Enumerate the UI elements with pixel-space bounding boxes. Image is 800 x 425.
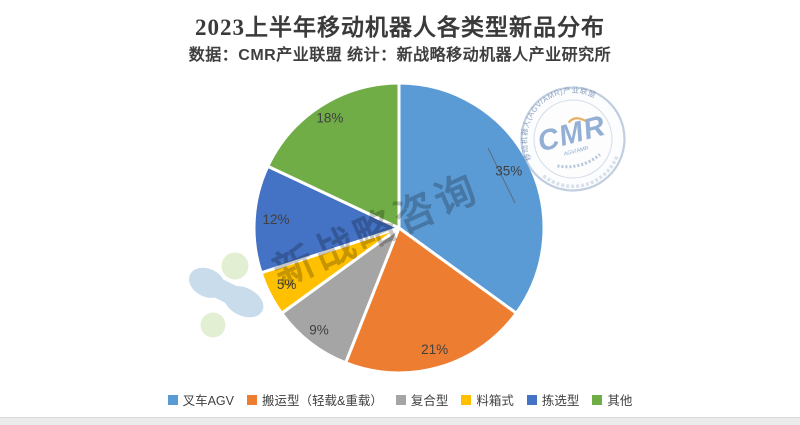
- blob-logo: [188, 252, 264, 338]
- legend-label-3: 复合型: [410, 394, 449, 408]
- legend-label-5: 拣选型: [541, 394, 580, 408]
- slice-label-6: 18%: [316, 111, 343, 126]
- slice-label-5: 12%: [262, 212, 289, 227]
- pie-slice-5: [252, 164, 401, 275]
- badge-orange-swoosh: [567, 117, 587, 124]
- legend-item-6: 其他: [592, 390, 632, 409]
- legend-swatch-1: [167, 394, 178, 405]
- legend-item-1: 叉车AGV: [167, 390, 234, 409]
- leader-line-35-percent: [487, 147, 516, 204]
- legend-item-2: 搬运型（轻载&重载）: [247, 390, 383, 409]
- legend-label-6: 其他: [607, 394, 633, 408]
- pie-slice-1: [397, 81, 546, 315]
- pie-slice-2: [344, 226, 518, 375]
- legend-swatch-2: [247, 394, 257, 405]
- legend-item-4: 料箱式: [461, 390, 514, 409]
- cmr-badge-watermark: 移动机器人(AGV/AMR)产业联盟 CMR AGV/AMR: [518, 84, 626, 192]
- blob-green-circle-bottom: [200, 312, 226, 338]
- chart-title: 2023上半年移动机器人各类型新品分布: [195, 15, 605, 40]
- legend-label-2: 搬运型（轻载&重载）: [262, 394, 383, 408]
- badge-laurel-wreath: [557, 153, 601, 169]
- pie-slice-3: [280, 226, 401, 365]
- legend-item-3: 复合型: [395, 390, 449, 409]
- badge-outer-ring: [520, 86, 626, 192]
- slice-label-1: 35%: [495, 164, 522, 179]
- slice-label-2: 21%: [421, 342, 448, 357]
- legend-swatch-5: [526, 394, 537, 405]
- pie-slices: [252, 81, 546, 375]
- legend-label-1: 叉车AGV: [182, 394, 234, 408]
- blob-blue-peanut: [188, 267, 264, 318]
- chart-subtitle: 数据：CMR产业联盟 统计：新战略移动机器人产业研究所: [188, 47, 612, 64]
- legend-label-4: 料箱式: [476, 394, 514, 408]
- pie-slice-labels: 35% 21% 9% 5% 12% 18%: [262, 111, 522, 358]
- bottom-page-strip: [0, 417, 800, 425]
- legend: 叉车AGV 搬运型（轻载&重载） 复合型 料箱式 拣选型 其他: [0, 390, 800, 409]
- badge-bottom-arc-text: [542, 155, 619, 189]
- legend-swatch-6: [592, 394, 603, 405]
- slice-label-4: 5%: [277, 277, 297, 292]
- pie-slice-6: [266, 81, 401, 230]
- legend-item-5: 拣选型: [526, 390, 580, 409]
- slice-label-3: 9%: [309, 323, 329, 338]
- blob-green-circle-top: [221, 252, 249, 280]
- legend-swatch-3: [395, 394, 406, 405]
- legend-swatch-4: [461, 394, 472, 405]
